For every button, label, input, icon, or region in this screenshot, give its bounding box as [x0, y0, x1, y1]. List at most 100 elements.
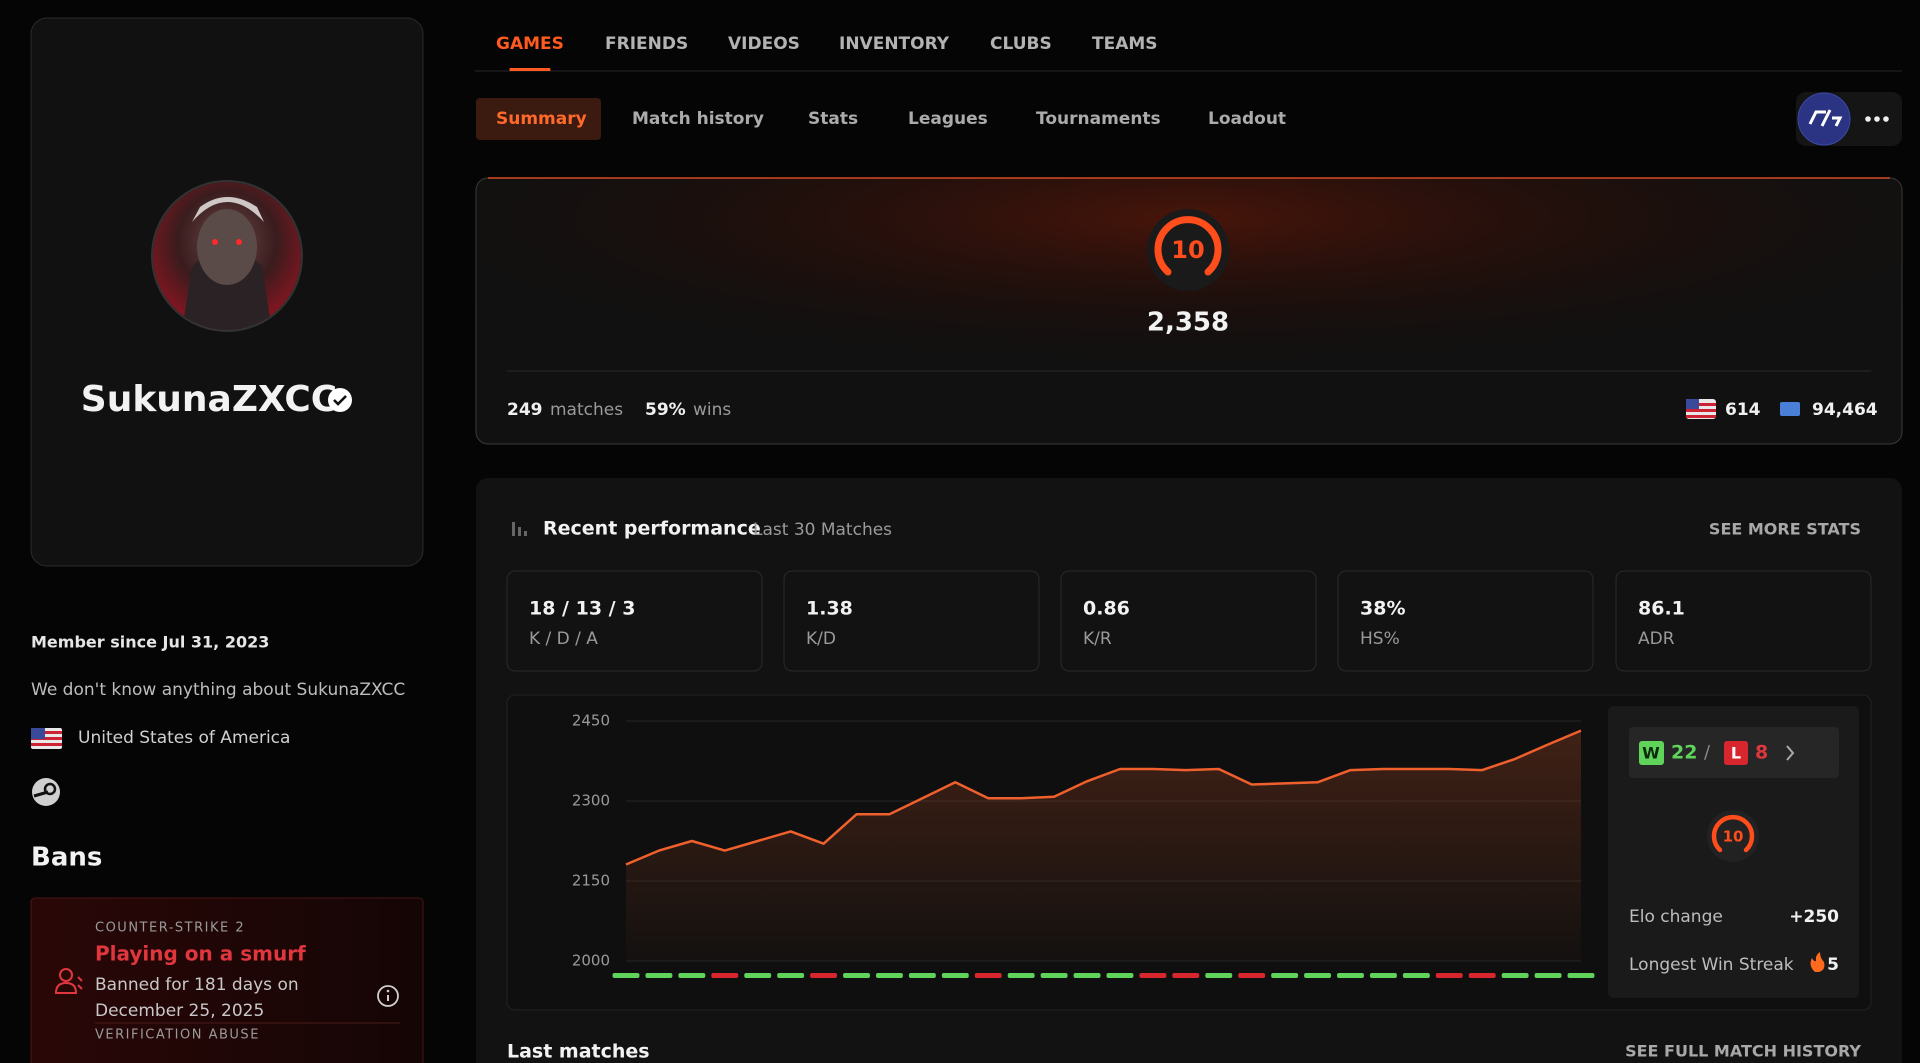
icon-bar — [512, 522, 515, 536]
us-flag — [31, 728, 62, 749]
level-badge — [1147, 209, 1229, 291]
flag-stripe — [31, 737, 62, 740]
stat-box — [1060, 570, 1317, 672]
see-more-stats[interactable]: SEE MORE STATS — [1709, 520, 1861, 539]
stat-label: ADR — [1638, 629, 1675, 649]
elo-chart: 2000 2150 2300 2450 — [572, 712, 1595, 978]
user-ban-icon — [54, 968, 83, 994]
ban-type: VERIFICATION ABUSE — [95, 1028, 260, 1043]
result-bar — [1238, 973, 1266, 978]
ban-card — [30, 897, 424, 1063]
stat-label: HS% — [1360, 629, 1400, 649]
steam-icon[interactable] — [32, 778, 60, 806]
stat-box — [783, 570, 1040, 672]
member-since: Member since Jul 31, 2023 — [31, 633, 269, 652]
flag-stripe — [1686, 415, 1716, 418]
result-bar — [1534, 973, 1562, 978]
losses-count: 8 — [1755, 742, 1768, 764]
result-bar — [1073, 973, 1101, 978]
stat-value: 18 / 13 / 3 — [529, 598, 635, 620]
info-dot — [386, 989, 390, 993]
badge-check — [333, 395, 347, 406]
wins-rate: 59% — [645, 400, 686, 420]
region-icon — [1780, 402, 1800, 416]
result-bar — [612, 973, 640, 978]
flag-stripe — [1686, 409, 1716, 412]
nav-tab[interactable]: VIDEOS — [728, 34, 800, 54]
result-bar — [1304, 973, 1332, 978]
nav-tabs: GAMES FRIENDS VIDEOS INVENTORY CLUBS TEAMS — [496, 34, 1158, 71]
result-bar — [1172, 973, 1200, 978]
streak-label: Longest Win Streak — [1629, 955, 1794, 975]
elo-area — [626, 730, 1581, 961]
sub-tab[interactable]: Leagues — [908, 109, 988, 129]
sub-tab[interactable]: Loadout — [1208, 109, 1286, 129]
level-number: 10 — [1723, 828, 1744, 846]
y-tick-label: 2000 — [572, 952, 610, 970]
result-bar — [1567, 973, 1595, 978]
avatar — [153, 182, 301, 330]
subtab-active-bg — [476, 98, 601, 140]
result-bar — [711, 973, 739, 978]
menu-dot — [1865, 116, 1871, 122]
full-history-link[interactable]: SEE FULL MATCH HISTORY — [1625, 1042, 1861, 1061]
nav-tab[interactable]: FRIENDS — [605, 34, 688, 54]
stat-box — [1615, 570, 1872, 672]
icon-bar — [518, 527, 521, 536]
result-bar — [843, 973, 870, 978]
bans-title: Bans — [31, 843, 102, 873]
nav-tab[interactable]: GAMES — [496, 34, 564, 54]
flag-stripe — [31, 743, 62, 746]
loss-chip — [1724, 741, 1748, 765]
stat-value: 38% — [1360, 598, 1405, 620]
win-chip — [1639, 741, 1664, 765]
result-bar — [941, 973, 969, 978]
stats-icon — [512, 522, 527, 536]
result-bar — [1040, 973, 1068, 978]
result-bar — [645, 973, 673, 978]
icon-body — [54, 981, 78, 994]
result-bar — [777, 973, 805, 978]
performance-title: Recent performance — [543, 518, 761, 540]
nav-underline — [509, 68, 551, 71]
info-circle — [377, 985, 399, 1007]
result-bar — [1435, 973, 1463, 978]
info-icon[interactable] — [377, 985, 399, 1007]
chevron — [1786, 745, 1795, 761]
elo-change: +250 — [1789, 907, 1839, 927]
result-bar — [744, 973, 772, 978]
sub-tab[interactable]: Stats — [808, 109, 858, 129]
game-switch[interactable] — [1796, 92, 1902, 146]
sub-tab[interactable]: Match history — [632, 109, 764, 129]
stat-box — [506, 570, 763, 672]
stat-value: 86.1 — [1638, 598, 1685, 620]
wins-label: wins — [693, 400, 731, 420]
country: United States of America — [78, 728, 290, 748]
result-bar — [1007, 973, 1035, 978]
win-label: W — [1642, 744, 1660, 763]
stat-label: K / D / A — [529, 629, 598, 649]
ban-detail: Banned for 181 days on — [95, 975, 299, 995]
avatar-eye — [212, 239, 218, 245]
ban-reason: Playing on a smurf — [95, 942, 306, 966]
flame-icon — [1810, 952, 1825, 972]
performance-subtitle: Last 30 Matches — [753, 520, 892, 540]
nav-tab[interactable]: TEAMS — [1092, 34, 1158, 54]
result-bar — [1139, 973, 1167, 978]
nav-tab[interactable]: INVENTORY — [839, 34, 950, 54]
verified-badge — [328, 388, 352, 412]
avatar-hair — [192, 197, 264, 222]
ban-game: COUNTER-STRIKE 2 — [95, 921, 245, 936]
icon-bar — [524, 531, 527, 536]
sub-tab[interactable]: Summary — [496, 109, 587, 129]
elo-line — [625, 729, 1582, 866]
flag-stripe — [31, 731, 62, 734]
sub-tab[interactable]: Tournaments — [1036, 109, 1161, 129]
avatar-face — [197, 209, 257, 285]
steam-arm — [33, 790, 49, 798]
elo-change-label: Elo change — [1629, 907, 1723, 927]
nav-tab[interactable]: CLUBS — [990, 34, 1052, 54]
matches-label: matches — [550, 400, 623, 420]
result-bar — [875, 973, 903, 978]
